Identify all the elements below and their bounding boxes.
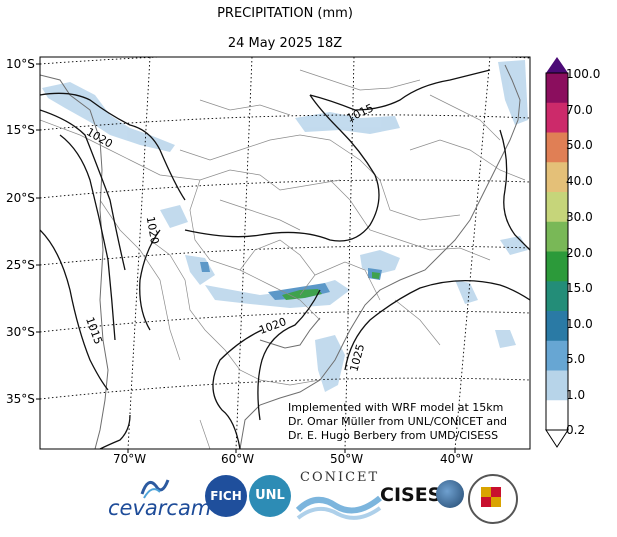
colorbar-segment [546, 281, 568, 312]
colorbar-segment [546, 370, 568, 401]
lon-label-50w: 50°W [330, 452, 364, 466]
cisess-logo: CISESS [380, 478, 464, 516]
colorbar-label-1: 1.0 [566, 388, 586, 402]
colorbar-label-30: 30.0 [566, 210, 593, 224]
isobar-label-1020-vertical: 1020 [144, 215, 162, 245]
lon-label-70w: 70°W [113, 452, 147, 466]
map-title: PRECIPITATION (mm) [217, 6, 353, 21]
colorbar-label-70: 70.0 [566, 103, 593, 117]
earth-icon [436, 480, 464, 508]
colorbar-label-10: 10.0 [566, 317, 593, 331]
cevarcam-swirl-icon [140, 479, 170, 499]
isobars [40, 69, 530, 449]
colorbar-segment [546, 162, 568, 193]
colorbar-segment [546, 340, 568, 371]
lat-label-25s: 25°S [6, 258, 35, 272]
lat-label-35s: 35°S [6, 392, 35, 406]
credit-line-1: Implemented with WRF model at 15km [288, 401, 504, 414]
lat-label-10s: 10°S [6, 57, 35, 71]
colorbar-segment [546, 221, 568, 252]
colorbar-label-5: 5.0 [566, 352, 586, 366]
colorbar-segment [546, 102, 568, 133]
colorbar-label-50: 50.0 [566, 138, 593, 152]
colorbar-label-40: 40.0 [566, 174, 593, 188]
map-frame [39, 56, 531, 450]
colorbar-label-15: 15.0 [566, 281, 593, 295]
cisess-logo-text: CISESS [380, 484, 455, 506]
lat-label-30s: 30°S [6, 325, 35, 339]
lon-label-40w: 40°W [440, 452, 474, 466]
cevarcam-logo: cevarcam [108, 474, 211, 524]
unl-logo: UNL [249, 475, 291, 517]
colorbar-extend-bottom [545, 429, 569, 448]
map-subtitle: 24 May 2025 18Z [227, 36, 343, 51]
conicet-logo: CONICET [296, 470, 382, 522]
colorbar-label-100: 100.0 [566, 67, 601, 81]
colorbar-label-20: 20.0 [566, 246, 593, 260]
colorbar-segment [546, 251, 568, 282]
credit-line-3: Dr. E. Hugo Berbery from UMD/CISESS [288, 429, 499, 442]
unl-logo-text: UNL [255, 488, 285, 503]
fich-logo: FICH [205, 475, 247, 517]
credit-line-2: Dr. Omar Müller from UNL/CONICET and [288, 415, 508, 428]
maryland-seal [468, 474, 518, 524]
colorbar-segment [546, 311, 568, 342]
colorbar-segment [546, 73, 568, 104]
colorbar-extend-top [546, 57, 568, 73]
fich-logo-text: FICH [210, 489, 242, 503]
precip-heavy-areas [282, 272, 380, 300]
conicet-logo-text: CONICET [300, 470, 380, 485]
colorbar-segment [546, 132, 568, 163]
lat-label-20s: 20°S [6, 191, 35, 205]
cevarcam-logo-text: cevarcam [108, 496, 212, 520]
conicet-wave-icon [296, 495, 382, 520]
colorbar-label-0-2: 0.2 [566, 423, 586, 437]
lat-label-15s: 15°S [6, 123, 35, 137]
colorbar-segment [546, 192, 568, 223]
lon-label-60w: 60°W [221, 452, 255, 466]
colorbar [545, 57, 569, 448]
maryland-flag-icon [481, 487, 501, 507]
colorbar-segment [546, 400, 568, 431]
